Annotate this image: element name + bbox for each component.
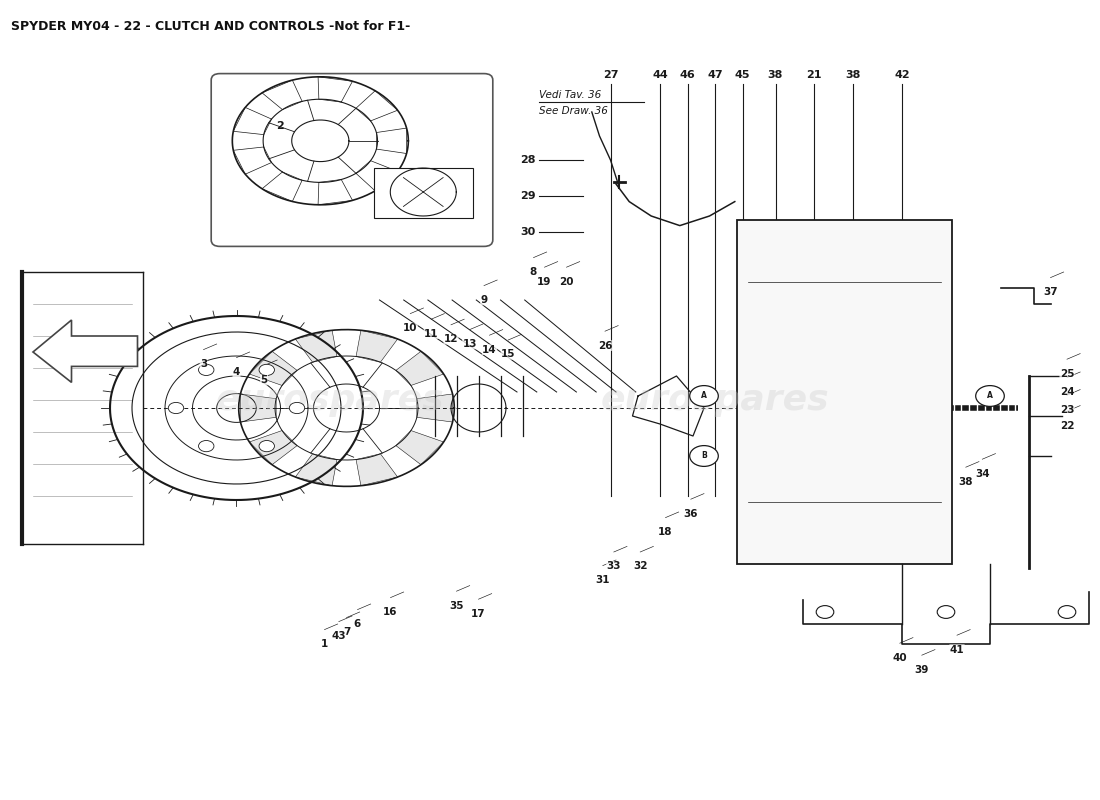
Text: 7: 7 (343, 627, 350, 637)
Text: 41: 41 (949, 645, 965, 654)
Circle shape (199, 364, 213, 375)
Text: 30: 30 (520, 227, 536, 237)
Text: 23: 23 (1059, 405, 1075, 414)
Text: 12: 12 (443, 334, 459, 344)
Text: 39: 39 (914, 665, 929, 674)
Text: Vedi Tav. 36: Vedi Tav. 36 (539, 90, 602, 100)
Text: 38: 38 (845, 70, 860, 80)
Text: 32: 32 (632, 562, 648, 571)
Polygon shape (417, 394, 452, 422)
Text: 27: 27 (603, 70, 618, 80)
Polygon shape (396, 351, 443, 386)
Text: 10: 10 (403, 323, 418, 333)
Circle shape (690, 446, 718, 466)
Text: 47: 47 (707, 70, 723, 80)
Text: B: B (701, 451, 707, 461)
Text: 24: 24 (1059, 387, 1075, 397)
Text: 38: 38 (768, 70, 783, 80)
Text: 6: 6 (354, 619, 361, 629)
Circle shape (937, 606, 955, 618)
Text: 4: 4 (233, 367, 240, 377)
Text: 13: 13 (462, 339, 477, 349)
Bar (374, 168, 473, 218)
Text: 15: 15 (500, 350, 516, 359)
Text: 36: 36 (683, 509, 698, 518)
Text: 46: 46 (680, 70, 695, 80)
Text: 16: 16 (383, 607, 398, 617)
Text: 38: 38 (958, 477, 974, 486)
Text: 43: 43 (331, 631, 346, 641)
Polygon shape (250, 351, 297, 386)
Text: 11: 11 (424, 329, 439, 338)
Text: 33: 33 (606, 562, 621, 571)
Polygon shape (241, 394, 276, 422)
Text: 26: 26 (597, 341, 613, 350)
Polygon shape (356, 330, 397, 362)
Text: A: A (701, 391, 707, 401)
Text: 19: 19 (537, 277, 552, 286)
Text: 44: 44 (652, 70, 668, 80)
Text: 1: 1 (321, 639, 328, 649)
Text: 42: 42 (894, 70, 910, 80)
Text: 14: 14 (482, 345, 497, 354)
Circle shape (1058, 606, 1076, 618)
Text: 45: 45 (735, 70, 750, 80)
Text: A: A (987, 391, 993, 401)
Text: 3: 3 (200, 359, 207, 369)
Text: 35: 35 (449, 601, 464, 610)
Text: See Draw. 36: See Draw. 36 (539, 106, 608, 116)
Circle shape (260, 364, 275, 375)
Text: 29: 29 (520, 191, 536, 201)
Circle shape (258, 441, 274, 452)
Text: 25: 25 (1059, 369, 1075, 378)
Text: 17: 17 (471, 609, 486, 618)
Text: 18: 18 (658, 527, 673, 537)
Text: 2: 2 (276, 122, 284, 131)
Polygon shape (296, 330, 337, 362)
Polygon shape (33, 320, 138, 382)
Circle shape (198, 441, 213, 452)
Polygon shape (250, 430, 297, 465)
Text: 8: 8 (530, 267, 537, 277)
Polygon shape (356, 454, 397, 486)
Text: 20: 20 (559, 277, 574, 286)
FancyBboxPatch shape (211, 74, 493, 246)
Text: eurospares: eurospares (601, 383, 829, 417)
Circle shape (168, 402, 184, 414)
Polygon shape (296, 454, 337, 486)
Circle shape (976, 386, 1004, 406)
Text: 28: 28 (520, 155, 536, 165)
Text: 31: 31 (595, 575, 610, 585)
Bar (737, 220, 952, 564)
Text: 37: 37 (1043, 287, 1058, 297)
Text: 9: 9 (481, 295, 487, 305)
Circle shape (289, 402, 305, 414)
Text: 22: 22 (1059, 421, 1075, 430)
Circle shape (816, 606, 834, 618)
Polygon shape (396, 430, 443, 465)
Text: 40: 40 (892, 653, 907, 662)
Text: eurospares: eurospares (216, 383, 444, 417)
Text: 5: 5 (261, 375, 267, 385)
Circle shape (690, 386, 718, 406)
Text: SPYDER MY04 - 22 - CLUTCH AND CONTROLS -Not for F1-: SPYDER MY04 - 22 - CLUTCH AND CONTROLS -… (11, 20, 410, 33)
Text: 34: 34 (975, 469, 990, 478)
Text: 21: 21 (806, 70, 822, 80)
